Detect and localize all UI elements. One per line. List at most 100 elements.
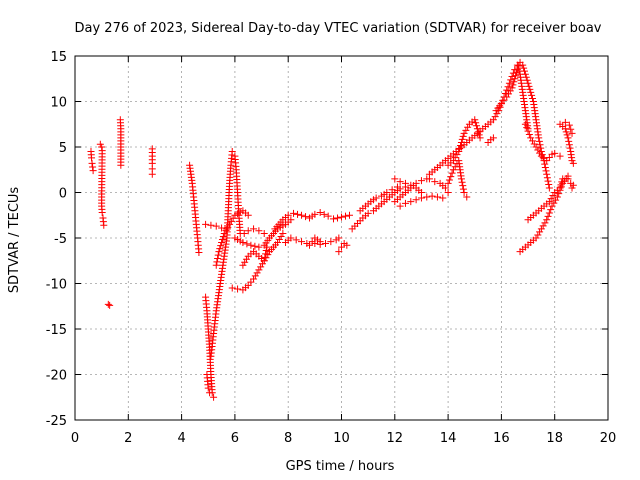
data-point-marker — [214, 251, 222, 259]
y-tick-label: -25 — [46, 414, 67, 429]
data-point-marker — [459, 182, 467, 190]
data-point-marker — [548, 202, 556, 210]
data-point-marker — [568, 129, 576, 137]
data-point-marker — [524, 79, 532, 87]
data-point-marker — [528, 91, 536, 99]
data-point-marker — [565, 121, 573, 129]
data-point-marker — [391, 175, 399, 183]
data-point-marker — [88, 159, 96, 167]
data-point-marker — [338, 213, 345, 221]
data-point-marker — [262, 250, 270, 258]
data-point-marker — [258, 260, 266, 268]
data-point-marker — [526, 85, 534, 93]
data-point-marker — [417, 194, 425, 202]
data-point-marker — [334, 214, 342, 222]
data-point-marker — [506, 87, 514, 95]
data-point-marker — [543, 170, 551, 178]
data-point-marker — [457, 141, 465, 149]
data-point-marker — [534, 231, 542, 239]
data-point-marker — [527, 134, 535, 142]
data-point-marker — [250, 225, 258, 233]
data-point-marker — [556, 184, 564, 192]
data-point-marker — [545, 181, 553, 189]
data-point-marker — [242, 255, 250, 263]
x-axis-label: GPS time / hours — [286, 459, 395, 474]
data-point-marker — [206, 389, 214, 397]
data-point-marker — [240, 229, 248, 237]
data-point-marker — [226, 220, 234, 228]
data-point-marker — [401, 199, 409, 207]
data-point-marker — [407, 181, 415, 189]
data-point-marker — [459, 132, 467, 140]
data-point-marker — [553, 193, 561, 201]
data-point-marker — [241, 258, 249, 266]
data-point-marker — [335, 234, 343, 242]
data-point-marker — [234, 285, 242, 293]
data-point-marker — [520, 64, 528, 72]
y-tick-label: -20 — [46, 369, 67, 384]
data-point-marker — [473, 122, 481, 130]
data-point-marker — [456, 145, 464, 153]
data-point-marker — [287, 234, 295, 242]
x-tick-label: 18 — [546, 431, 563, 446]
data-point-marker — [535, 134, 543, 142]
data-point-marker — [564, 134, 572, 142]
data-point-marker — [292, 236, 300, 244]
x-tick-label: 4 — [177, 431, 185, 446]
chart-title: Day 276 of 2023, Sidereal Day-to-day VTE… — [75, 21, 602, 36]
data-point-marker — [284, 211, 292, 219]
data-point-marker — [195, 249, 203, 257]
data-point-marker — [214, 254, 222, 262]
data-point-marker — [223, 225, 231, 233]
data-point-marker — [216, 245, 224, 253]
data-point-marker — [543, 174, 551, 182]
data-point-marker — [396, 202, 404, 210]
data-point-marker — [244, 227, 252, 235]
data-point-marker — [505, 90, 513, 98]
data-point-marker — [539, 154, 547, 162]
data-point-marker — [279, 229, 287, 237]
data-point-marker — [503, 86, 511, 94]
data-point-marker — [247, 241, 255, 249]
data-point-marker — [547, 195, 555, 203]
data-point-marker — [263, 243, 271, 251]
data-point-marker — [527, 88, 535, 96]
data-point-marker — [327, 238, 335, 246]
data-point-marker — [475, 131, 483, 139]
data-point-marker — [544, 177, 552, 185]
data-point-marker — [542, 167, 550, 175]
data-point-marker — [98, 209, 106, 217]
data-point-marker — [536, 149, 544, 157]
data-point-marker — [294, 210, 302, 218]
data-point-marker — [460, 189, 468, 196]
data-point-marker — [302, 213, 310, 221]
data-point-marker — [218, 224, 226, 232]
data-point-marker — [532, 234, 540, 242]
data-point-marker — [219, 232, 227, 240]
data-point-marker — [489, 116, 497, 124]
data-point-marker — [565, 137, 573, 145]
data-point-marker — [511, 75, 519, 83]
data-point-marker — [298, 211, 306, 219]
data-point-marker — [464, 123, 472, 131]
data-point-marker — [417, 177, 425, 185]
data-point-marker — [453, 151, 461, 159]
data-point-marker — [459, 185, 467, 193]
x-tick-label: 6 — [231, 431, 239, 446]
data-point-marker — [316, 240, 324, 248]
data-point-marker — [255, 266, 263, 274]
data-point-marker — [564, 175, 572, 183]
data-point-marker — [89, 167, 97, 175]
data-point-marker — [207, 221, 215, 229]
data-point-marker — [104, 300, 112, 308]
data-point-marker — [549, 192, 557, 200]
data-point-marker — [541, 219, 549, 227]
data-point-marker — [562, 128, 570, 136]
data-point-marker — [558, 178, 566, 186]
data-point-marker — [257, 263, 265, 271]
data-point-marker — [287, 216, 295, 224]
data-point-marker — [244, 211, 252, 219]
data-point-marker — [117, 161, 125, 169]
data-point-marker — [407, 198, 415, 206]
